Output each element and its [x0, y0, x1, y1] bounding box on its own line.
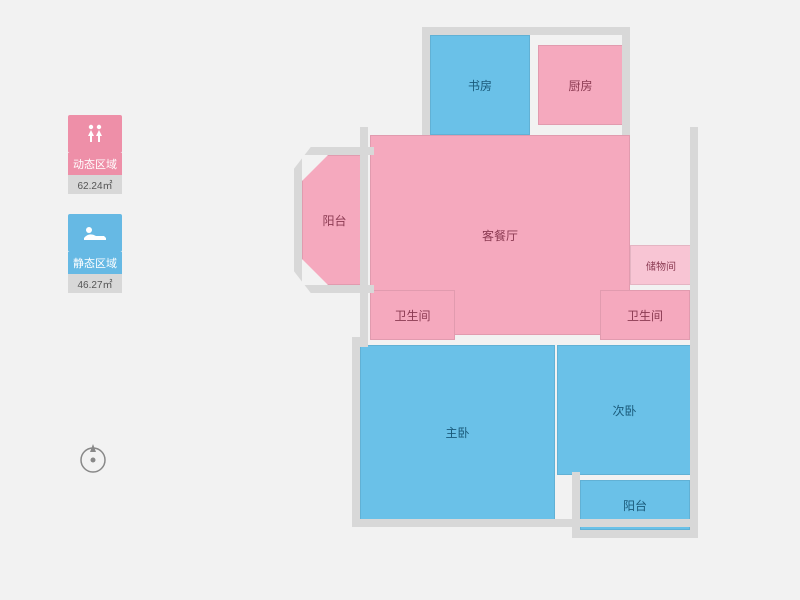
room-label: 主卧 — [445, 424, 469, 441]
dynamic-zone-icon — [68, 115, 122, 153]
room-label: 阳台 — [322, 212, 346, 229]
room-second-bedroom: 次卧 — [557, 345, 692, 475]
room-label: 卫生间 — [394, 307, 430, 324]
legend-dynamic-label: 动态区域 — [68, 153, 122, 175]
room-label: 阳台 — [623, 497, 647, 514]
legend: 动态区域 62.24㎡ 静态区域 46.27㎡ — [60, 115, 130, 313]
room-balcony-left: 阳台 — [302, 155, 367, 285]
room-label: 厨房 — [568, 77, 592, 94]
legend-static-label: 静态区域 — [68, 252, 122, 274]
room-label: 客餐厅 — [482, 227, 518, 244]
room-storage: 储物间 — [630, 245, 692, 285]
legend-dynamic: 动态区域 62.24㎡ — [60, 115, 130, 194]
legend-static: 静态区域 46.27㎡ — [60, 214, 130, 293]
room-label: 储物间 — [646, 258, 676, 273]
compass-icon — [75, 440, 111, 476]
static-zone-icon — [68, 214, 122, 252]
room-label: 次卧 — [612, 402, 636, 419]
room-study: 书房 — [430, 35, 530, 135]
floorplan: 书房 厨房 阳台 客餐厅 储物间 卫生间 卫生间 主卧 次卧 阳台 — [290, 35, 720, 575]
room-bathroom-1: 卫生间 — [370, 290, 455, 340]
room-master-bedroom: 主卧 — [360, 345, 555, 520]
legend-dynamic-value: 62.24㎡ — [68, 175, 122, 194]
room-balcony-bottom: 阳台 — [580, 480, 690, 530]
room-kitchen: 厨房 — [538, 45, 623, 125]
room-label: 书房 — [468, 77, 492, 94]
room-bathroom-2: 卫生间 — [600, 290, 690, 340]
legend-static-value: 46.27㎡ — [68, 274, 122, 293]
room-label: 卫生间 — [627, 307, 663, 324]
